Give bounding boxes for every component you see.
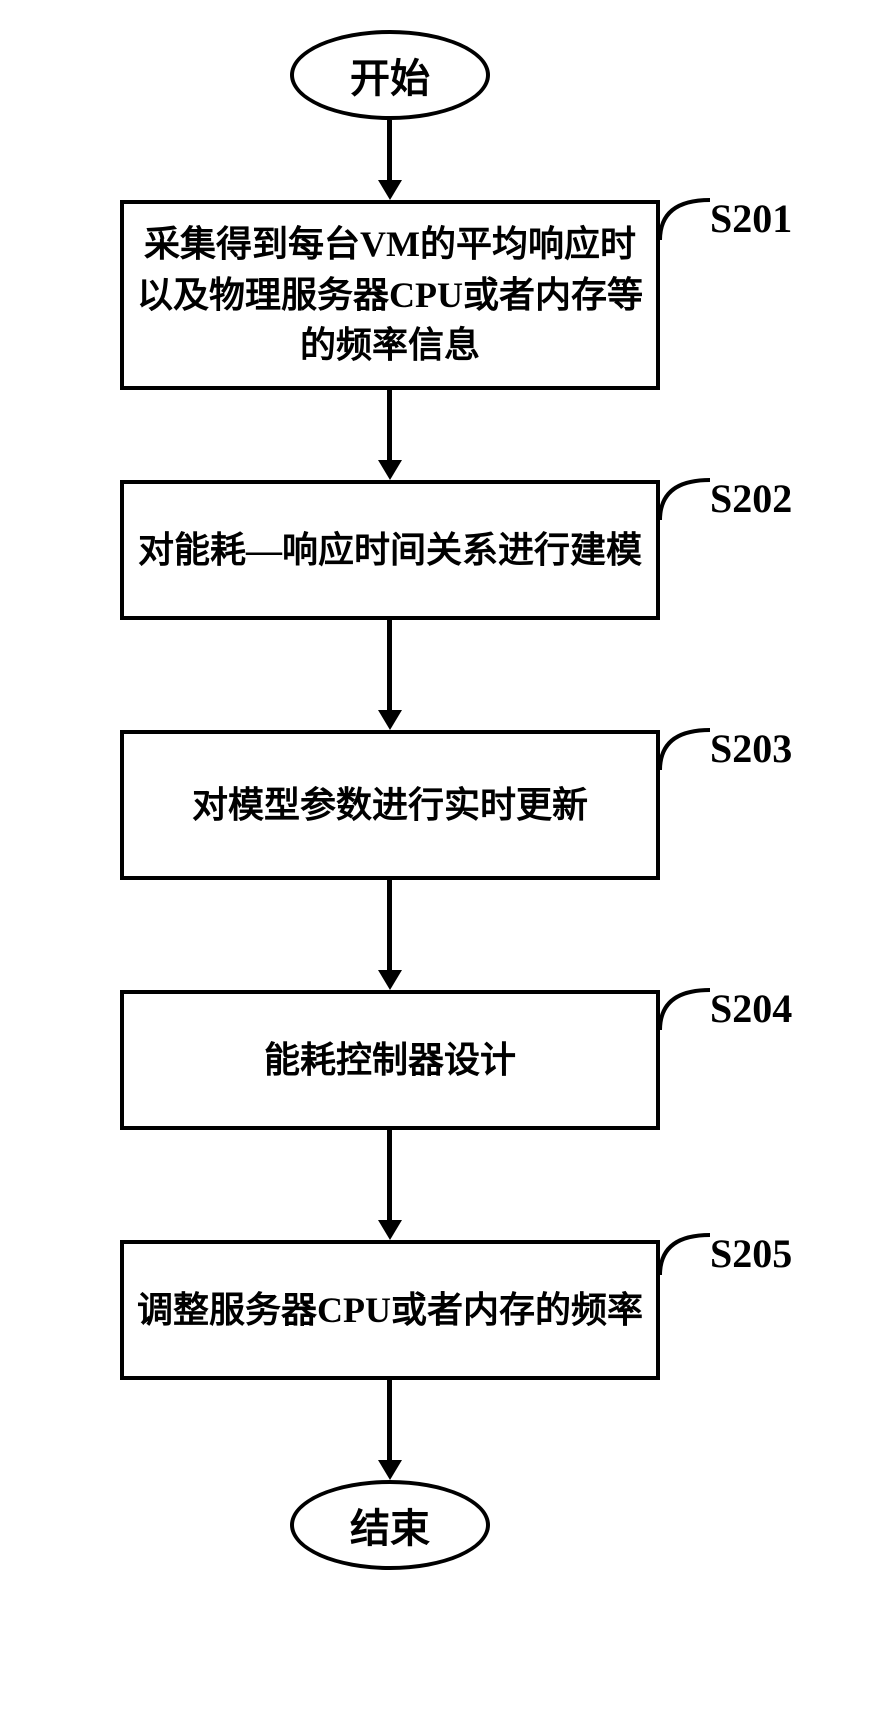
end-label: 结束 bbox=[350, 1496, 430, 1554]
label-s205: S205 bbox=[710, 1230, 792, 1277]
process-s203: 对模型参数进行实时更新 bbox=[120, 730, 660, 880]
label-s204: S204 bbox=[710, 985, 792, 1032]
connector-s205 bbox=[655, 1230, 715, 1280]
end-node: 结束 bbox=[290, 1480, 490, 1570]
arrow-6-head bbox=[378, 1460, 402, 1480]
label-s202: S202 bbox=[710, 475, 792, 522]
process-s201-text: 采集得到每台VM的平均响应时以及物理服务器CPU或者内存等的频率信息 bbox=[134, 219, 646, 370]
arrow-1 bbox=[387, 120, 392, 182]
process-s203-text: 对模型参数进行实时更新 bbox=[192, 780, 588, 830]
arrow-3-head bbox=[378, 710, 402, 730]
process-s204: 能耗控制器设计 bbox=[120, 990, 660, 1130]
label-s201: S201 bbox=[710, 195, 792, 242]
arrow-4 bbox=[387, 880, 392, 972]
connector-s203 bbox=[655, 725, 715, 775]
arrow-3 bbox=[387, 620, 392, 712]
process-s201: 采集得到每台VM的平均响应时以及物理服务器CPU或者内存等的频率信息 bbox=[120, 200, 660, 390]
arrow-5 bbox=[387, 1130, 392, 1222]
connector-s204 bbox=[655, 985, 715, 1035]
connector-s202 bbox=[655, 475, 715, 525]
process-s205-text: 调整服务器CPU或者内存的频率 bbox=[137, 1285, 643, 1335]
arrow-6 bbox=[387, 1380, 392, 1462]
connector-s201 bbox=[655, 195, 715, 245]
arrow-5-head bbox=[378, 1220, 402, 1240]
start-label: 开始 bbox=[350, 46, 430, 104]
process-s204-text: 能耗控制器设计 bbox=[264, 1035, 516, 1085]
start-node: 开始 bbox=[290, 30, 490, 120]
label-s203: S203 bbox=[710, 725, 792, 772]
arrow-1-head bbox=[378, 180, 402, 200]
process-s202: 对能耗—响应时间关系进行建模 bbox=[120, 480, 660, 620]
arrow-2-head bbox=[378, 460, 402, 480]
process-s202-text: 对能耗—响应时间关系进行建模 bbox=[138, 525, 642, 575]
arrow-4-head bbox=[378, 970, 402, 990]
arrow-2 bbox=[387, 390, 392, 462]
process-s205: 调整服务器CPU或者内存的频率 bbox=[120, 1240, 660, 1380]
